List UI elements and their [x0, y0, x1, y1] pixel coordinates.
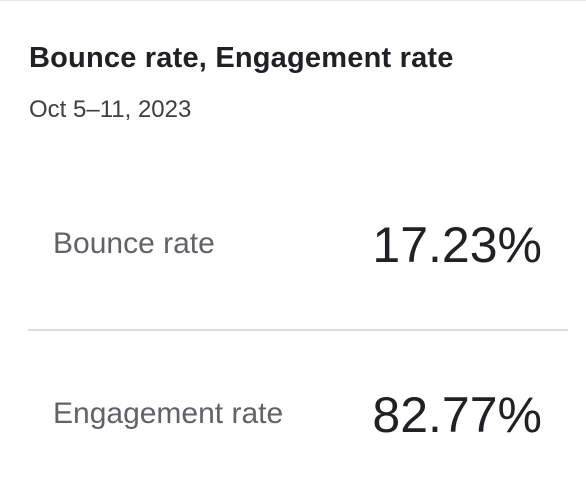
bounce-rate-row: Bounce rate 17.23% — [28, 196, 568, 296]
bounce-rate-label: Bounce rate — [53, 227, 215, 260]
row-divider — [28, 329, 568, 331]
engagement-rate-row: Engagement rate 82.77% — [28, 366, 568, 466]
engagement-rate-value: 82.77% — [372, 387, 542, 443]
card-title: Bounce rate, Engagement rate — [29, 42, 454, 74]
engagement-rate-label: Engagement rate — [53, 397, 284, 430]
bounce-rate-value: 17.23% — [372, 217, 542, 273]
date-range: Oct 5–11, 2023 — [29, 96, 192, 123]
